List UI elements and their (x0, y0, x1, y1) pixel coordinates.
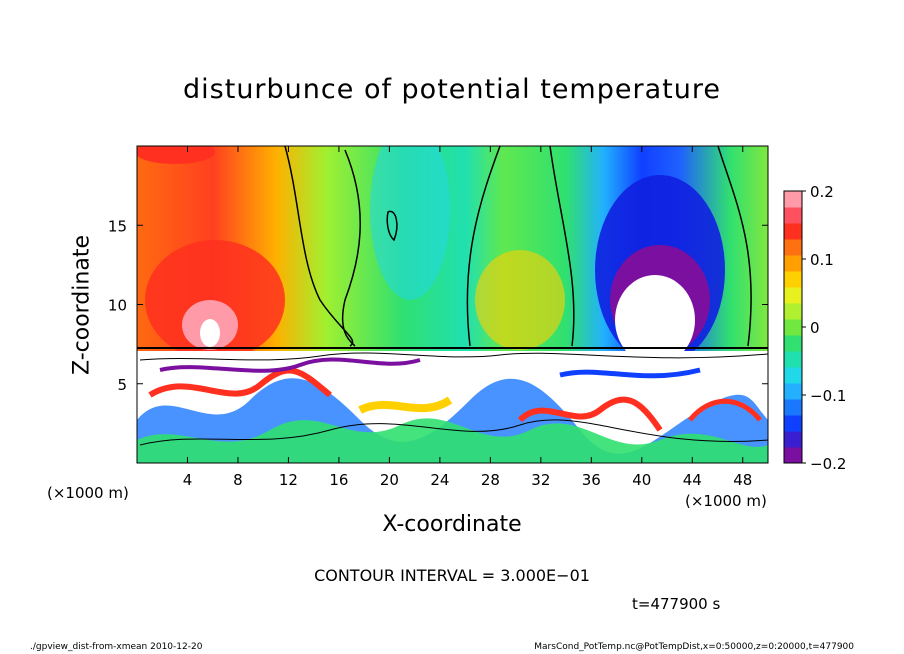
x-unit-right: (×1000 m) (685, 492, 767, 510)
colorbar-tick-label: 0.2 (810, 183, 834, 201)
colorbar-swatch (784, 287, 802, 304)
x-unit-left: (×1000 m) (47, 484, 129, 502)
colorbar-ticks: 0.2 0.1 0 −0.1 −0.2 (802, 183, 846, 473)
colorbar-swatch (784, 319, 802, 336)
x-tick-label: 28 (481, 471, 500, 489)
y-tick-label: 15 (108, 217, 127, 235)
x-tick-label: 8 (233, 471, 243, 489)
colorbar-swatch (784, 191, 802, 208)
chart-title: disturbunce of potential temperature (183, 74, 721, 105)
colorbar-tick-label: 0.1 (810, 251, 834, 269)
x-axis-label: X-coordinate (382, 512, 522, 537)
x-tick-label: 44 (683, 471, 702, 489)
colorbar-swatch (784, 447, 802, 464)
colorbar-swatch (784, 431, 802, 448)
colorbar-tick-label: −0.1 (810, 387, 846, 405)
colorbar (783, 190, 803, 464)
footer-left: ./gpview_dist-from-xmean 2010-12-20 (30, 642, 203, 652)
colorbar-swatch (784, 335, 802, 352)
time-label: t=477900 s (632, 595, 721, 613)
y-tick-label: 5 (117, 376, 127, 394)
heatmap-field (137, 146, 768, 463)
colorbar-swatch (784, 271, 802, 288)
colorbar-swatch (784, 303, 802, 320)
x-axis: 4 8 12 16 20 24 28 32 36 40 44 48 (183, 146, 752, 489)
colorbar-swatch (784, 223, 802, 240)
y-tick-label: 10 (108, 297, 127, 315)
x-tick-label: 24 (430, 471, 449, 489)
x-tick-label: 20 (380, 471, 399, 489)
colorbar-swatch (784, 415, 802, 432)
colorbar-swatch (784, 255, 802, 272)
colorbar-swatch (784, 351, 802, 368)
colorbar-tick-label: −0.2 (810, 455, 846, 473)
x-tick-label: 40 (632, 471, 651, 489)
contour-interval: CONTOUR INTERVAL = 3.000E−01 (314, 566, 590, 585)
x-tick-label: 4 (183, 471, 193, 489)
y-axis-label: Z-coordinate (69, 235, 95, 375)
y-axis: 5 10 15 (108, 217, 768, 394)
x-tick-label: 48 (733, 471, 752, 489)
colorbar-tick-label: 0 (810, 319, 820, 337)
footer-right: MarsCond_PotTemp.nc@PotTempDist,x=0:5000… (534, 642, 854, 652)
x-tick-label: 32 (531, 471, 550, 489)
x-tick-label: 16 (329, 471, 348, 489)
colorbar-swatch (784, 383, 802, 400)
colorbar-swatch (784, 207, 802, 224)
colorbar-swatch (784, 367, 802, 384)
x-tick-label: 12 (279, 471, 298, 489)
colorbar-swatch (784, 239, 802, 256)
x-tick-label: 36 (582, 471, 601, 489)
colorbar-swatch (784, 399, 802, 416)
